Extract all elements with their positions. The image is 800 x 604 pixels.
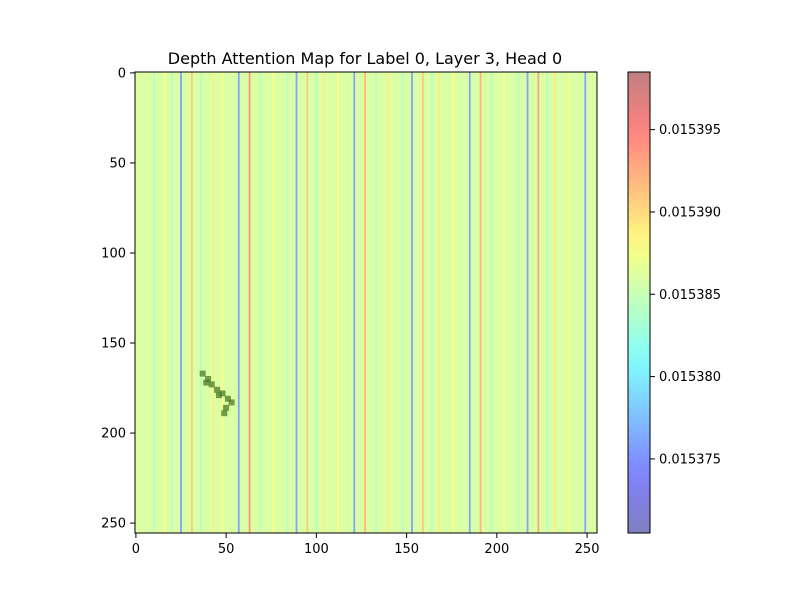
y-tick-label: 250 (101, 517, 126, 532)
plot-frame (134, 71, 598, 534)
heatmap-column (322, 72, 325, 533)
heatmap-column (584, 72, 587, 533)
y-tick-label: 0 (118, 66, 126, 81)
glyph-pixel (214, 386, 221, 393)
heatmap-column (438, 72, 440, 533)
heatmap-column (526, 72, 529, 533)
heatmap-column (190, 72, 193, 533)
heatmap-column (430, 72, 433, 533)
heatmap-column (479, 72, 482, 533)
glyph-pixel (203, 379, 210, 386)
colorbar-tick-label: 0.015375 (659, 452, 721, 467)
heatmap-column (306, 72, 309, 533)
heatmap-column (295, 72, 298, 533)
heatmap-column (337, 72, 339, 533)
heatmap-column (286, 72, 289, 533)
heatmap-column (490, 72, 493, 533)
y-axis: 0 50 100 150 200 250 (101, 66, 135, 532)
glyph-pixel (228, 399, 235, 406)
heatmap-column (402, 72, 404, 533)
x-tick-label: 150 (394, 542, 419, 557)
heatmap-column (248, 72, 251, 533)
y-tick-label: 100 (101, 246, 126, 261)
heatmap-column (468, 72, 471, 533)
heatmap-column (411, 72, 413, 533)
heatmap-column (517, 72, 520, 533)
x-tick-label: 0 (132, 542, 140, 557)
x-tick-label: 100 (304, 542, 329, 557)
heatmap-column (375, 72, 377, 533)
colorbar-tick-label: 0.015390 (659, 205, 721, 220)
y-tick-label: 200 (101, 427, 126, 442)
heatmap-column (180, 72, 182, 533)
heatmap-column (221, 72, 224, 533)
glyph-pixel (215, 392, 222, 399)
heatmap-column (546, 72, 549, 533)
heatmap-column (272, 72, 274, 533)
x-axis: 0 50 100 150 200 250 (132, 533, 600, 557)
y-tick-label: 50 (109, 156, 126, 171)
overlay-glyph (199, 370, 235, 417)
glyph-pixel (205, 376, 212, 382)
glyph-pixel (208, 381, 215, 388)
heatmap-column (553, 72, 556, 533)
chart-title: Depth Attention Map for Label 0, Layer 3… (168, 49, 562, 68)
heatmap-column (163, 72, 166, 533)
heatmap-column (387, 72, 390, 533)
glyph-pixel (219, 390, 226, 397)
glyph-pixel (199, 370, 206, 377)
colorbar-tick-label: 0.015385 (659, 288, 721, 303)
heatmap-column (153, 72, 155, 533)
heatmap-cells (135, 72, 597, 533)
heatmap-column (503, 72, 505, 533)
heatmap-column (212, 72, 215, 533)
heatmap-column (452, 72, 455, 533)
heatmap-column (199, 72, 202, 533)
glyph-pixel (223, 404, 230, 411)
heatmap-column (259, 72, 262, 533)
x-tick-label: 250 (575, 542, 600, 557)
heatmap-column (421, 72, 424, 533)
heatmap-column (537, 72, 540, 533)
x-tick-label: 200 (484, 542, 509, 557)
colorbar: 0.015375 0.015380 0.015385 0.015390 0.015395 (627, 71, 721, 534)
heatmap-column (568, 72, 570, 533)
heatmap-column (353, 72, 356, 533)
heatmap-column (171, 72, 173, 533)
colorbar-tick-label: 0.015395 (659, 123, 721, 138)
y-tick-label: 150 (101, 337, 126, 352)
colorbar-tick-label: 0.015380 (659, 370, 721, 385)
heatmap-column (237, 72, 240, 533)
x-tick-label: 50 (218, 542, 235, 557)
heatmap-column (315, 72, 318, 533)
colorbar-gradient (627, 71, 651, 534)
heatmap-column (364, 72, 366, 533)
glyph-pixel (221, 410, 228, 417)
glyph-pixel (224, 395, 231, 402)
